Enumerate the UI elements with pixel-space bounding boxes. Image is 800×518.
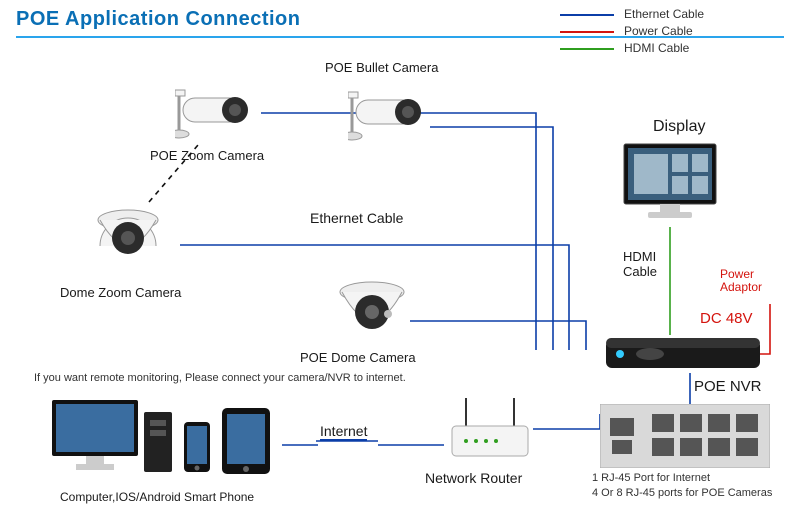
ports-icon — [600, 404, 770, 468]
internet-label: Internet — [320, 423, 367, 441]
dome-camera-icon — [330, 272, 414, 350]
bullet-camera-label: POE Bullet Camera — [325, 60, 438, 75]
ethernet-cable-label: Ethernet Cable — [310, 210, 403, 226]
ports-line2: 4 Or 8 RJ-45 ports for POE Cameras — [592, 487, 772, 499]
display-icon — [620, 140, 720, 228]
dome-zoom-label: Dome Zoom Camera — [60, 285, 181, 300]
diagram-stage: POE Application Connection Ethernet Cabl… — [0, 0, 800, 518]
display-label: Display — [653, 118, 705, 136]
router-icon — [444, 398, 536, 468]
nvr-icon — [606, 334, 760, 374]
power-adaptor-label: PowerAdaptor — [720, 268, 762, 294]
remote-note: If you want remote monitoring, Please co… — [34, 372, 406, 384]
zoom-camera-label: POE Zoom Camera — [150, 148, 264, 163]
ports-line1: 1 RJ-45 Port for Internet — [592, 472, 710, 484]
nvr-label: POE NVR — [694, 378, 762, 395]
dc48-label: DC 48V — [700, 310, 753, 327]
devices-icon — [52, 394, 292, 488]
zoom-camera-icon — [175, 78, 265, 142]
router-label: Network Router — [425, 470, 522, 486]
bullet-camera-icon — [348, 80, 438, 144]
dome-zoom-icon — [88, 198, 168, 278]
dome-camera-label: POE Dome Camera — [300, 350, 416, 365]
devices-label: Computer,IOS/Android Smart Phone — [60, 490, 254, 504]
hdmi-label: HDMICable — [623, 250, 657, 280]
